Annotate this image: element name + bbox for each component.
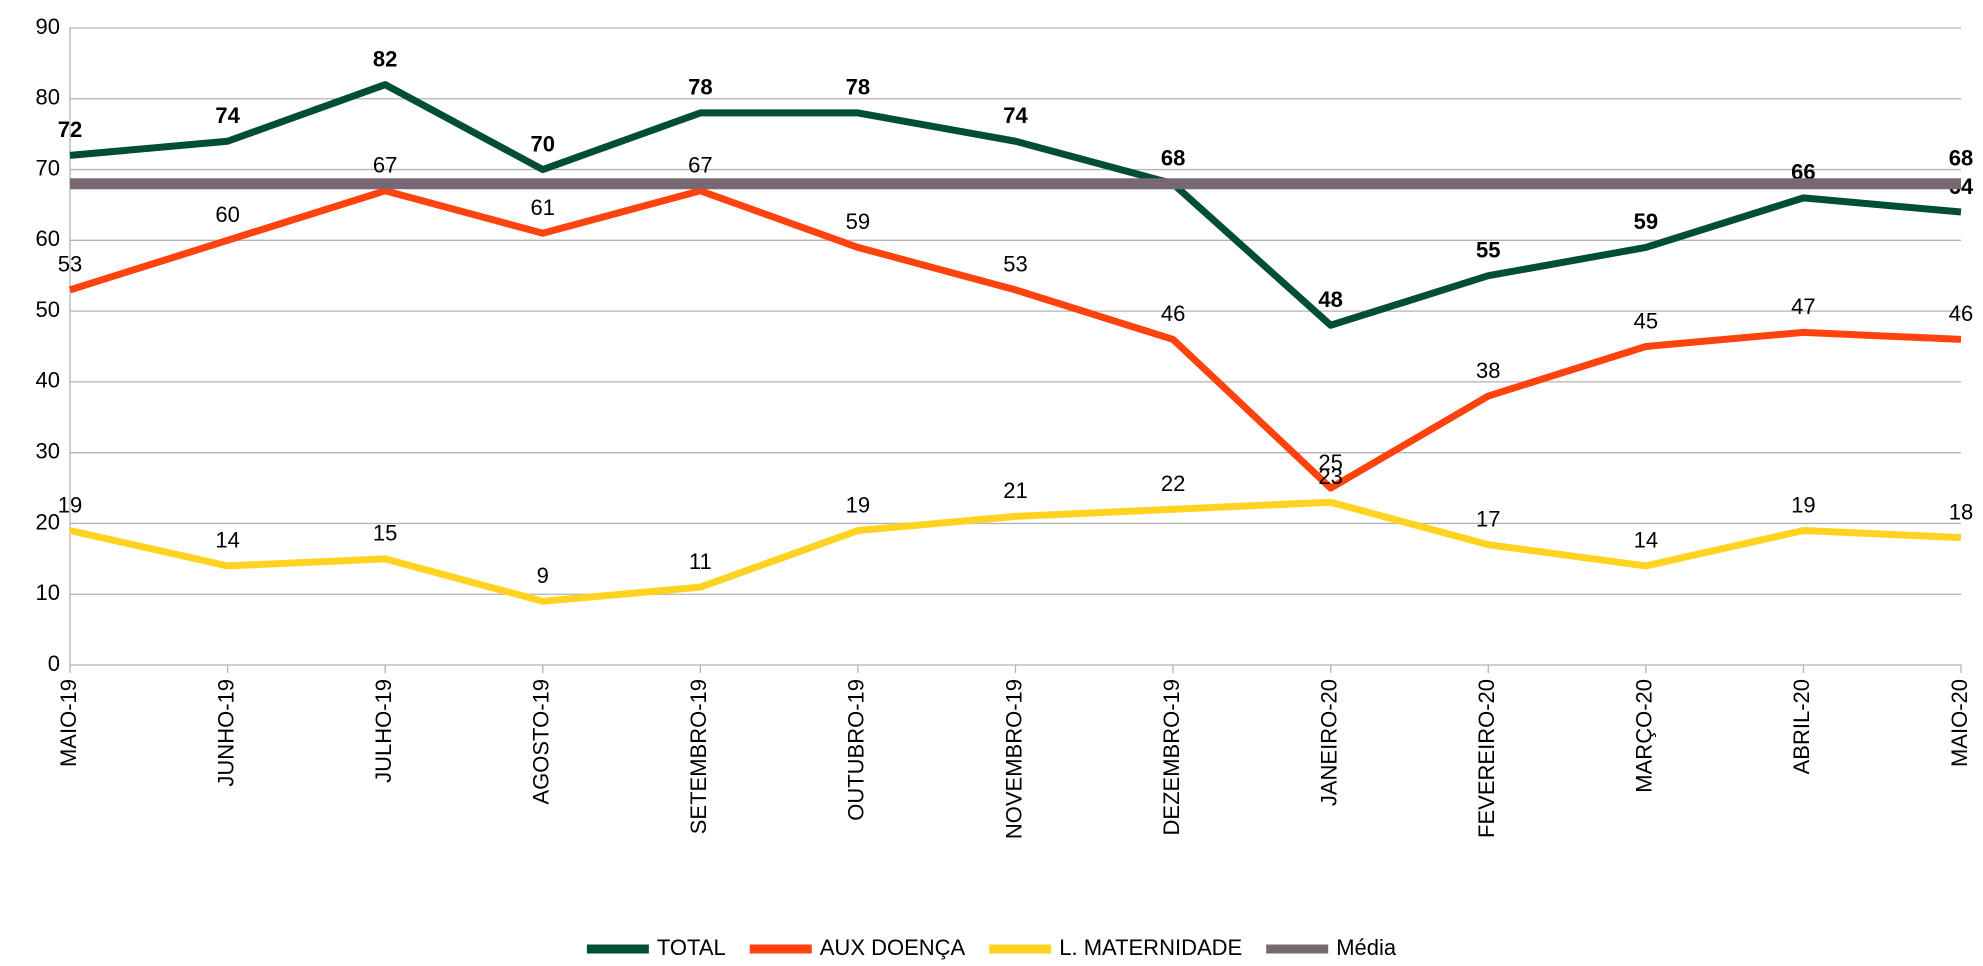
data-label: 22 bbox=[1161, 471, 1185, 496]
data-label: 14 bbox=[1634, 528, 1658, 553]
legend-label: Média bbox=[1336, 935, 1397, 960]
x-tick-label: AGOSTO-19 bbox=[529, 679, 554, 805]
data-label: 53 bbox=[1003, 252, 1027, 277]
data-label: 70 bbox=[531, 131, 555, 156]
legend: TOTAL AUX DOENÇA L. MATERNIDADE Média bbox=[586, 935, 1397, 960]
data-label: 46 bbox=[1161, 301, 1185, 326]
legend-label: AUX DOENÇA bbox=[820, 935, 966, 960]
data-label: 53 bbox=[58, 252, 82, 277]
legend-label: L. MATERNIDADE bbox=[1059, 935, 1242, 960]
data-label: 47 bbox=[1791, 294, 1815, 319]
y-tick-label: 30 bbox=[36, 438, 60, 463]
x-tick-label: OUTUBRO-19 bbox=[844, 679, 869, 821]
x-tick-label: MARÇO-20 bbox=[1632, 679, 1657, 793]
data-label: 68 bbox=[1161, 146, 1185, 171]
data-label: 59 bbox=[1634, 209, 1658, 234]
data-label: 67 bbox=[373, 153, 397, 178]
series-line bbox=[69, 498, 1962, 605]
data-label: 45 bbox=[1634, 308, 1658, 333]
legend-label: TOTAL bbox=[657, 935, 726, 960]
data-label: 60 bbox=[215, 202, 239, 227]
x-tick-label: DEZEMBRO-19 bbox=[1159, 679, 1184, 835]
y-tick-label: 70 bbox=[36, 155, 60, 180]
data-label: 19 bbox=[58, 492, 82, 517]
data-label: 23 bbox=[1318, 464, 1342, 489]
series-line bbox=[69, 81, 1962, 329]
data-label: 18 bbox=[1949, 499, 1973, 524]
x-tick-label: ABRIL-20 bbox=[1789, 679, 1814, 774]
y-tick-label: 60 bbox=[36, 226, 60, 251]
y-tick-label: 10 bbox=[36, 580, 60, 605]
data-label: 67 bbox=[688, 153, 712, 178]
data-label: 78 bbox=[688, 75, 712, 100]
data-label: 74 bbox=[215, 103, 240, 128]
y-tick-label: 40 bbox=[36, 368, 60, 393]
y-tick-label: 20 bbox=[36, 509, 60, 534]
data-label: 55 bbox=[1476, 238, 1500, 263]
x-tick-label: FEVEREIRO-20 bbox=[1474, 679, 1499, 838]
data-label: 48 bbox=[1318, 287, 1342, 312]
y-tick-label: 50 bbox=[36, 297, 60, 322]
data-label: 19 bbox=[846, 492, 870, 517]
data-label: 68 bbox=[1949, 146, 1973, 171]
data-label: 21 bbox=[1003, 478, 1027, 503]
x-tick-label: JUNHO-19 bbox=[213, 679, 238, 787]
data-label: 19 bbox=[1791, 492, 1815, 517]
data-label: 82 bbox=[373, 46, 397, 71]
x-tick-label: MAIO-19 bbox=[56, 679, 81, 767]
data-label: 59 bbox=[846, 209, 870, 234]
y-tick-label: 80 bbox=[36, 85, 60, 110]
x-tick-label: MAIO-20 bbox=[1947, 679, 1972, 767]
data-label: 25 bbox=[1318, 450, 1342, 475]
y-tick-label: 0 bbox=[48, 651, 60, 676]
data-label: 72 bbox=[58, 117, 82, 142]
y-tick-label: 90 bbox=[36, 14, 60, 39]
data-label: 11 bbox=[689, 549, 712, 574]
data-label: 14 bbox=[215, 528, 239, 553]
data-label: 46 bbox=[1949, 301, 1973, 326]
x-tick-label: SETEMBRO-19 bbox=[686, 679, 711, 834]
x-tick-label: JANEIRO-20 bbox=[1316, 679, 1341, 806]
data-label: 61 bbox=[531, 195, 555, 220]
x-tick-label: NOVEMBRO-19 bbox=[1001, 679, 1026, 839]
x-tick-label: JULHO-19 bbox=[371, 679, 396, 783]
data-label: 38 bbox=[1476, 358, 1500, 383]
data-label: 17 bbox=[1476, 506, 1500, 531]
data-label: 9 bbox=[537, 563, 549, 588]
data-label: 74 bbox=[1003, 103, 1028, 128]
data-label: 78 bbox=[846, 75, 870, 100]
series-line bbox=[68, 187, 1962, 492]
data-label: 15 bbox=[373, 521, 397, 546]
